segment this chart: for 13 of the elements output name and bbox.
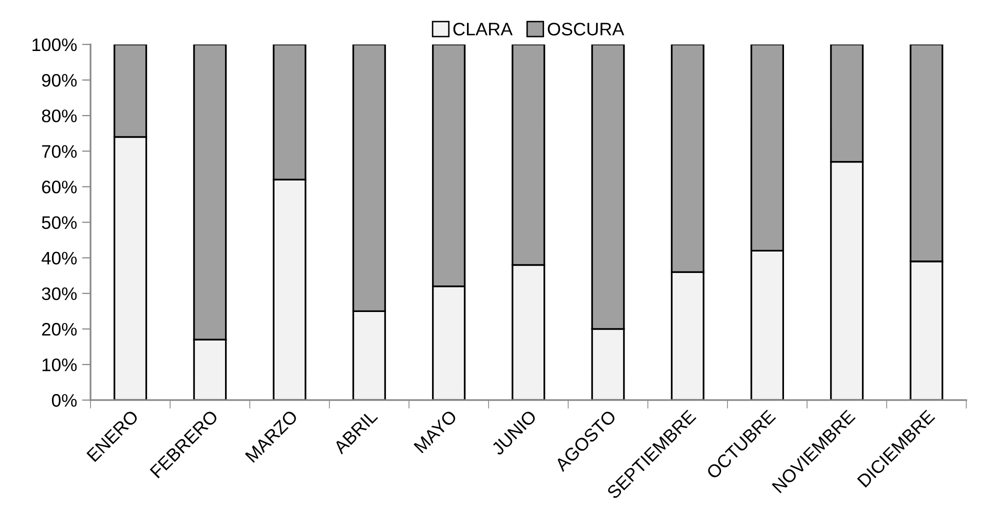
y-tick-label: 0% [52,394,77,407]
y-tick-label: 30% [42,287,77,300]
y-tick-label: 40% [42,252,77,265]
y-tick-label: 90% [42,74,77,87]
y-tick-label: 100% [32,38,77,52]
y-tick-label: 50% [42,216,77,229]
y-tick-label: 60% [42,180,77,194]
y-tick-label: 10% [42,358,77,372]
legend-label: OSCURA [548,22,624,36]
y-tick-label: 70% [42,145,77,158]
legend-label: CLARA [453,22,513,36]
y-tick-label: 20% [42,322,77,336]
y-tick-label: 80% [42,110,77,122]
